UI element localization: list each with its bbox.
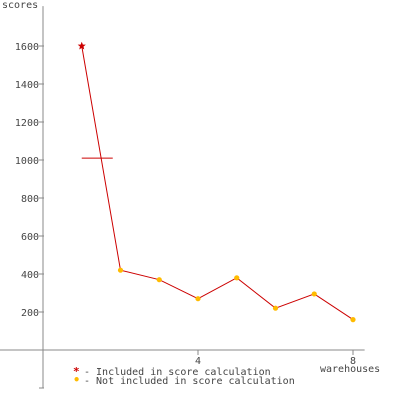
legend-label-not-included: - Not included in score calculation — [84, 376, 295, 387]
data-point-not-included — [117, 267, 124, 273]
legend-symbol-not-included: • — [73, 373, 80, 387]
legend-label-included: - Included in score calculation — [84, 367, 271, 378]
data-point-not-included — [272, 305, 279, 311]
data-point-not-included — [156, 277, 162, 283]
y-tick-label: 200 — [21, 308, 39, 319]
y-tick-label: 1600 — [15, 42, 39, 53]
series-lines — [81, 45, 354, 321]
axes — [0, 6, 365, 388]
legend-symbol-included: * — [73, 365, 80, 378]
y-tick-label: 400 — [21, 270, 39, 281]
y-tick-label: 600 — [21, 232, 39, 243]
data-point-not-included — [234, 275, 240, 281]
data-point-included — [77, 41, 86, 50]
data-point-not-included — [311, 291, 317, 297]
y-tick-label: 1200 — [15, 118, 39, 129]
data-point-not-included — [350, 317, 356, 323]
y-tick-label: 1400 — [15, 80, 39, 91]
data-point-not-included — [195, 296, 201, 302]
x-tick-label: 4 — [195, 356, 201, 367]
tick-marks: 200 400 600 800 1000 1200 1400 1600 4 8 — [15, 42, 356, 389]
x-tick-label: 8 — [350, 356, 356, 367]
score-line — [81, 45, 354, 321]
y-tick-label: 1000 — [15, 156, 39, 167]
y-tick-label: 800 — [21, 194, 39, 205]
x-axis-title: warehouses — [320, 364, 380, 375]
data-points — [77, 41, 356, 323]
legend: * - Included in score calculation • - No… — [73, 365, 295, 387]
y-axis-title: scores — [2, 0, 38, 11]
